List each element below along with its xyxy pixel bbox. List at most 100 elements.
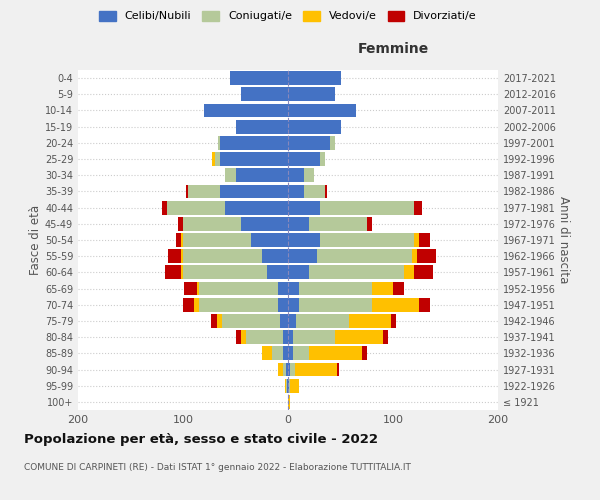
Bar — [222, 314, 280, 328]
Bar — [225, 168, 235, 182]
Bar — [186, 184, 188, 198]
Bar — [181, 233, 183, 247]
Bar — [288, 88, 335, 101]
Bar — [183, 298, 193, 312]
Bar — [288, 330, 293, 344]
Bar — [162, 200, 167, 214]
Bar — [320, 233, 414, 247]
Bar — [320, 200, 414, 214]
Bar — [288, 346, 293, 360]
Bar — [188, 184, 220, 198]
Bar — [183, 233, 251, 247]
Y-axis label: Anni di nascita: Anni di nascita — [557, 196, 570, 284]
Text: Popolazione per età, sesso e stato civile - 2022: Popolazione per età, sesso e stato civil… — [24, 432, 378, 446]
Bar — [288, 298, 299, 312]
Bar — [217, 314, 222, 328]
Bar — [309, 266, 404, 280]
Bar — [283, 362, 286, 376]
Bar — [288, 168, 304, 182]
Bar — [288, 250, 317, 263]
Bar — [349, 314, 391, 328]
Bar — [193, 298, 199, 312]
Bar — [299, 298, 372, 312]
Bar — [288, 395, 290, 409]
Bar — [296, 314, 349, 328]
Bar — [367, 217, 372, 230]
Bar — [391, 314, 396, 328]
Bar — [285, 379, 286, 392]
Bar — [215, 152, 220, 166]
Bar — [235, 120, 288, 134]
Bar — [414, 266, 433, 280]
Bar — [181, 250, 183, 263]
Bar — [230, 71, 288, 85]
Bar — [293, 330, 335, 344]
Bar — [309, 217, 367, 230]
Bar — [289, 379, 290, 392]
Text: Femmine: Femmine — [358, 42, 428, 56]
Bar — [288, 362, 290, 376]
Bar — [178, 217, 183, 230]
Bar — [235, 330, 241, 344]
Bar — [293, 346, 309, 360]
Bar — [267, 266, 288, 280]
Bar — [290, 379, 299, 392]
Legend: Celibi/Nubili, Coniugati/e, Vedovi/e, Divorziati/e: Celibi/Nubili, Coniugati/e, Vedovi/e, Di… — [99, 10, 477, 22]
Text: COMUNE DI CARPINETI (RE) - Dati ISTAT 1° gennaio 2022 - Elaborazione TUTTITALIA.: COMUNE DI CARPINETI (RE) - Dati ISTAT 1°… — [24, 463, 411, 472]
Bar — [280, 314, 288, 328]
Bar — [197, 282, 199, 296]
Bar — [337, 362, 340, 376]
Bar — [225, 200, 288, 214]
Bar — [220, 136, 288, 149]
Bar — [295, 362, 337, 376]
Bar — [414, 200, 422, 214]
Bar — [288, 233, 320, 247]
Bar — [204, 104, 288, 118]
Bar — [290, 362, 295, 376]
Bar — [241, 330, 246, 344]
Bar — [218, 136, 220, 149]
Bar — [304, 184, 325, 198]
Bar — [419, 233, 430, 247]
Bar — [288, 217, 309, 230]
Bar — [304, 168, 314, 182]
Bar — [183, 266, 267, 280]
Bar — [288, 136, 330, 149]
Bar — [168, 250, 181, 263]
Bar — [277, 362, 283, 376]
Bar — [183, 250, 262, 263]
Bar — [412, 250, 417, 263]
Bar — [330, 136, 335, 149]
Bar — [286, 362, 288, 376]
Bar — [288, 200, 320, 214]
Bar — [165, 266, 181, 280]
Bar — [167, 200, 225, 214]
Bar — [288, 184, 304, 198]
Bar — [184, 282, 197, 296]
Bar — [286, 379, 287, 392]
Bar — [372, 282, 393, 296]
Bar — [262, 250, 288, 263]
Bar — [335, 330, 383, 344]
Bar — [288, 379, 289, 392]
Bar — [283, 330, 288, 344]
Bar — [211, 314, 217, 328]
Bar — [288, 282, 299, 296]
Bar — [288, 120, 341, 134]
Bar — [325, 184, 327, 198]
Bar — [404, 266, 414, 280]
Bar — [288, 266, 309, 280]
Bar — [220, 184, 288, 198]
Bar — [241, 217, 288, 230]
Bar — [317, 250, 412, 263]
Bar — [199, 282, 277, 296]
Bar — [361, 346, 367, 360]
Bar — [320, 152, 325, 166]
Bar — [176, 233, 181, 247]
Bar — [181, 266, 183, 280]
Bar — [272, 346, 283, 360]
Bar — [287, 379, 288, 392]
Bar — [199, 298, 277, 312]
Bar — [309, 346, 361, 360]
Bar — [414, 233, 419, 247]
